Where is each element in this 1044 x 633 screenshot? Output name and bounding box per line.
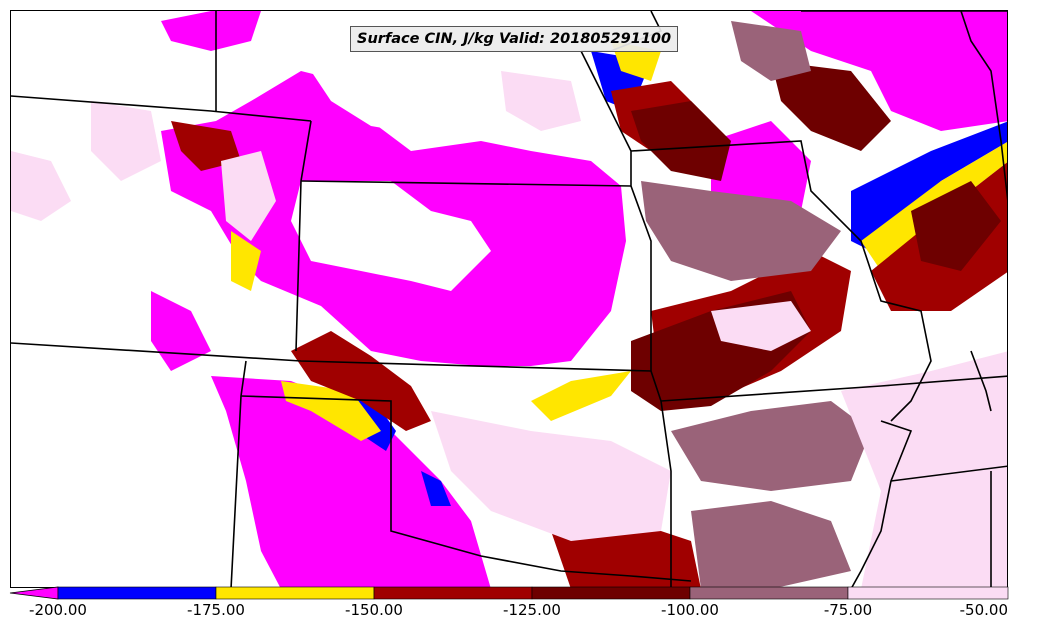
cin-region-palepink — [221, 151, 276, 241]
colorbar-tick-label: -175.00 — [187, 601, 245, 619]
cin-field-map — [11, 11, 1007, 587]
cin-region-white — [311, 71, 491, 136]
cin-region-darkred — [291, 331, 431, 431]
cin-region-yellow — [531, 371, 631, 421]
cin-region-mauve — [731, 21, 811, 81]
colorbar — [9, 586, 1009, 600]
colorbar-tick-label: -200.00 — [29, 601, 87, 619]
colorbar-tick-label: -50.00 — [959, 601, 1008, 619]
colorbar-swatch--75-50 — [847, 586, 1009, 600]
colorbar-swatch--150-125 — [373, 586, 533, 600]
cin-region-palepink — [431, 411, 671, 541]
cin-region-magenta — [151, 291, 211, 371]
boundary-line — [660, 375, 1007, 402]
state-boundaries — [11, 11, 1007, 587]
boundary-line — [970, 350, 992, 412]
cin-region-palepink — [841, 351, 1007, 587]
cin-region-mauve — [691, 501, 851, 587]
cin-region-blue — [851, 121, 1007, 251]
cin-region-magenta — [211, 376, 491, 587]
cin-region-darkred — [171, 121, 241, 171]
colorbar-tick-label: -100.00 — [661, 601, 719, 619]
boundary-line — [890, 465, 1007, 482]
cin-region-maroon — [631, 101, 731, 181]
colorbar-tick-label: -150.00 — [345, 601, 403, 619]
cin-region-yellow — [231, 231, 261, 291]
cin-region-blue — [421, 471, 451, 506]
colorbar-tick-label: -125.00 — [503, 601, 561, 619]
boundary-line — [11, 342, 652, 372]
cin-region-maroon — [911, 181, 1001, 271]
cin-region-palepink — [11, 151, 71, 221]
colorbar-swatch--100-75 — [689, 586, 849, 600]
colorbar-swatch-lt-200 — [9, 586, 59, 600]
boundary-line — [240, 395, 692, 582]
colorbar-swatch--200-175 — [57, 586, 217, 600]
cin-region-yellow — [281, 381, 381, 441]
map-title: Surface CIN, J/kg Valid: 201805291100 — [350, 26, 679, 52]
colorbar-swatch--125-100 — [531, 586, 691, 600]
boundary-line — [960, 11, 1007, 201]
boundary-line — [630, 140, 932, 422]
cin-region-maroon — [771, 61, 891, 151]
boundary-line — [851, 420, 913, 587]
colorbar-tick-label: -75.00 — [823, 601, 873, 619]
boundary-line — [650, 370, 672, 587]
cin-region-mauve — [641, 181, 841, 281]
boundary-line — [300, 180, 632, 187]
map-panel: Surface CIN, J/kg Valid: 201805291100 — [10, 10, 1008, 588]
cin-region-mauve — [671, 401, 871, 491]
cin-region-palepink — [711, 301, 811, 351]
cin-field-layers — [11, 11, 1007, 587]
boundary-line — [11, 95, 312, 122]
cin-region-magenta — [161, 11, 261, 51]
cin-region-magenta — [751, 11, 1007, 131]
boundary-line — [580, 50, 652, 371]
cin-region-white — [291, 181, 491, 291]
cin-region-palepink — [91, 101, 161, 181]
colorbar-swatch--175-150 — [215, 586, 375, 600]
cin-region-palepink — [501, 71, 581, 131]
